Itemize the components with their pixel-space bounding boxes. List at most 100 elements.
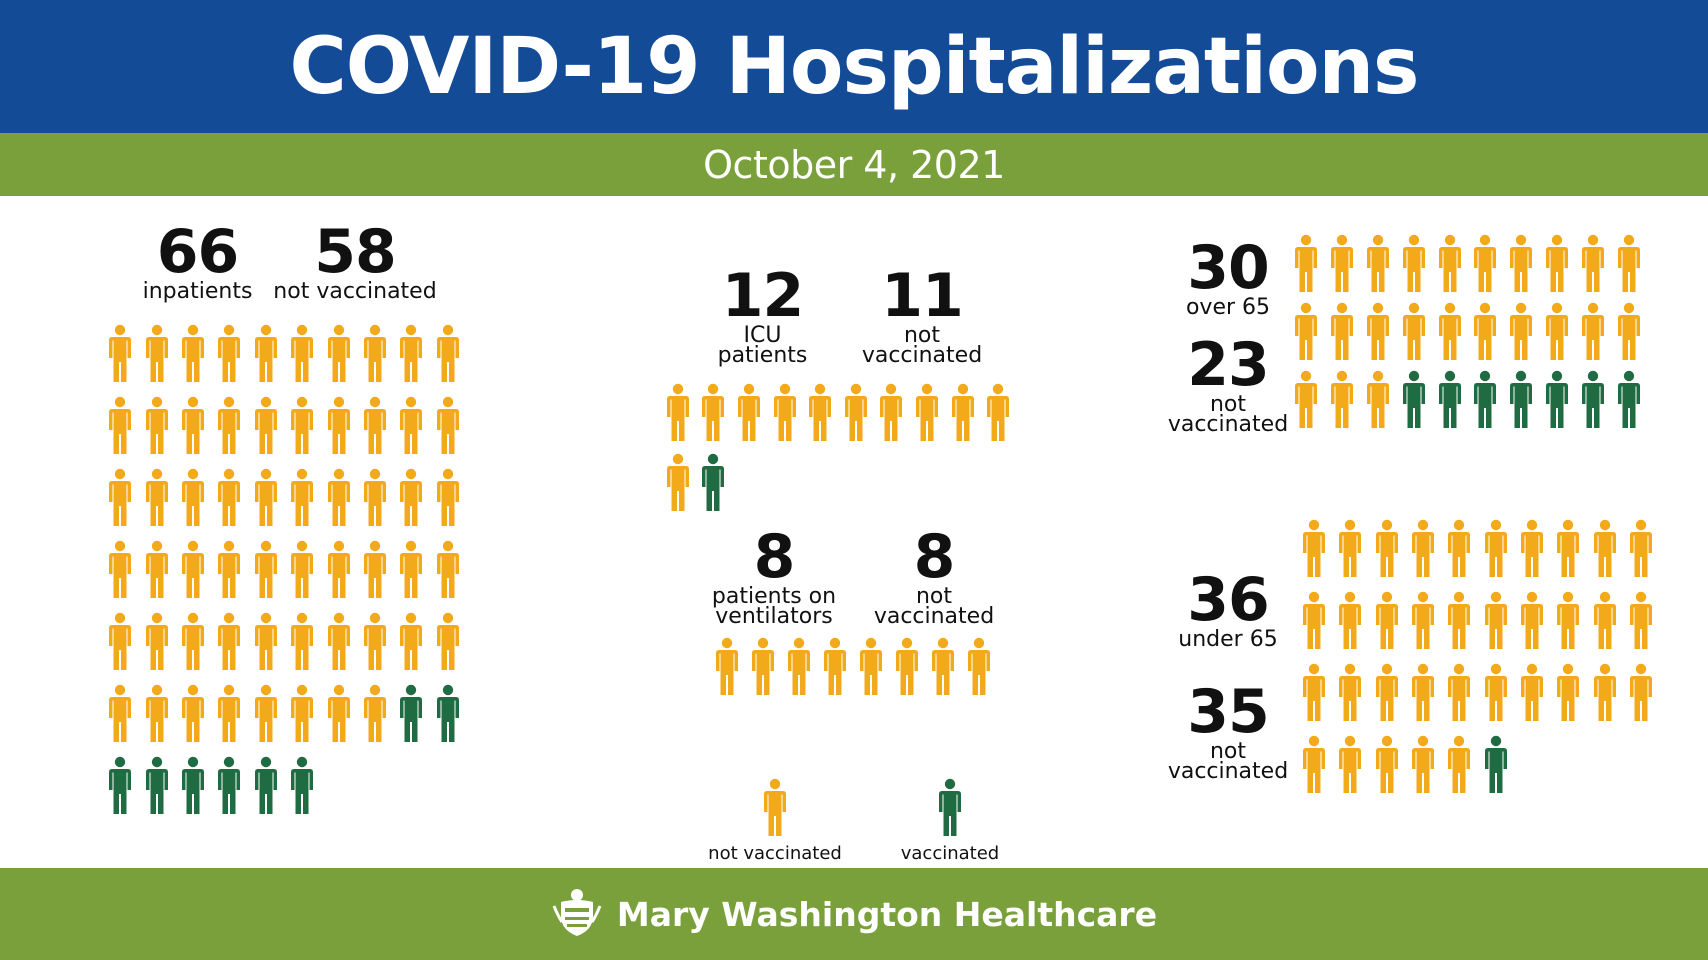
person-icon-vaccinated xyxy=(248,750,284,822)
person-icon-not-vaccinated xyxy=(1332,729,1368,801)
person-icon-not-vaccinated xyxy=(1405,729,1441,801)
person-icon-not-vaccinated xyxy=(1369,513,1405,585)
person-icon-not-vaccinated xyxy=(211,678,247,750)
person-icon-not-vaccinated xyxy=(102,462,138,534)
icu-not-vaccinated-label-2: vaccinated xyxy=(861,343,983,368)
person-icon-not-vaccinated xyxy=(211,534,247,606)
person-icon-not-vaccinated xyxy=(393,390,429,462)
crest-icon xyxy=(551,886,603,943)
person-icon-not-vaccinated xyxy=(1550,657,1586,729)
person-icon-vaccinated xyxy=(102,750,138,822)
person-icon-not-vaccinated xyxy=(1405,585,1441,657)
legend-not-vaccinated: not vaccinated xyxy=(700,778,850,864)
person-icon-not-vaccinated xyxy=(961,636,997,698)
ventilators-not-vaccinated-stat: 8 not vaccinated xyxy=(864,527,1004,628)
person-icon-vaccinated xyxy=(430,678,466,750)
icu-not-vaccinated-label-1: not xyxy=(903,323,941,348)
person-icon-not-vaccinated xyxy=(1332,585,1368,657)
organization-name: Mary Washington Healthcare xyxy=(616,894,1158,934)
person-icon-not-vaccinated xyxy=(320,462,356,534)
person-icon-not-vaccinated xyxy=(1288,366,1324,434)
inpatients-icon-grid xyxy=(102,318,466,822)
person-icon-not-vaccinated xyxy=(357,390,393,462)
person-icon-not-vaccinated xyxy=(1477,657,1513,729)
person-icon-vaccinated xyxy=(1432,366,1468,434)
person-icon-not-vaccinated xyxy=(211,606,247,678)
person-icon-not-vaccinated xyxy=(284,462,320,534)
person-icon-not-vaccinated xyxy=(1623,513,1659,585)
person-icon-not-vaccinated xyxy=(980,378,1016,448)
person-icon-not-vaccinated xyxy=(175,534,211,606)
person-icon-not-vaccinated xyxy=(320,606,356,678)
person-icon-not-vaccinated xyxy=(430,606,466,678)
person-icon-not-vaccinated xyxy=(1441,657,1477,729)
person-icon-not-vaccinated xyxy=(102,534,138,606)
person-icon-not-vaccinated xyxy=(1360,298,1396,366)
person-icon-not-vaccinated xyxy=(1477,513,1513,585)
person-icon-not-vaccinated xyxy=(1539,230,1575,298)
date-band: October 4, 2021 xyxy=(0,133,1708,196)
person-icon-not-vaccinated xyxy=(802,378,838,448)
person-icon-not-vaccinated xyxy=(1396,298,1432,366)
person-icon-vaccinated xyxy=(1396,366,1432,434)
person-icon-not-vaccinated xyxy=(357,606,393,678)
person-icon-vaccinated xyxy=(1467,366,1503,434)
person-icon-vaccinated xyxy=(696,448,732,518)
person-icon-not-vaccinated xyxy=(102,390,138,462)
person-icon-not-vaccinated xyxy=(284,678,320,750)
person-icon-not-vaccinated xyxy=(175,606,211,678)
over65-not-vaccinated-stat: 23 not vaccinated xyxy=(1160,335,1296,437)
person-icon-not-vaccinated xyxy=(1296,729,1332,801)
icu-total-label-1: ICU xyxy=(743,323,782,348)
person-icon-not-vaccinated xyxy=(1288,298,1324,366)
icu-not-vaccinated: 11 xyxy=(881,261,964,331)
under65-not-vaccinated-label-1: not xyxy=(1209,739,1247,764)
person-icon-not-vaccinated xyxy=(1586,657,1622,729)
inpatients-not-vaccinated-stat: 58 not vaccinated xyxy=(270,222,440,304)
person-icon-not-vaccinated xyxy=(889,636,925,698)
person-icon-not-vaccinated xyxy=(925,636,961,698)
person-icon-not-vaccinated xyxy=(1360,230,1396,298)
person-icon-not-vaccinated xyxy=(138,462,174,534)
person-icon-not-vaccinated xyxy=(1575,230,1611,298)
person-icon-not-vaccinated xyxy=(357,678,393,750)
person-icon-not-vaccinated xyxy=(211,318,247,390)
over65-not-vaccinated-label-1: not xyxy=(1209,392,1247,417)
over65-total: 30 xyxy=(1187,233,1270,303)
person-icon-vaccinated xyxy=(284,750,320,822)
under65-not-vaccinated-label-2: vaccinated xyxy=(1167,759,1289,784)
person-icon-not-vaccinated xyxy=(1550,513,1586,585)
person-icon-not-vaccinated xyxy=(838,378,874,448)
under65-icon-grid xyxy=(1296,513,1659,801)
person-icon-not-vaccinated xyxy=(1477,585,1513,657)
under65-not-vaccinated-stat: 35 not vaccinated xyxy=(1160,677,1296,784)
person-icon-not-vaccinated xyxy=(1623,657,1659,729)
person-icon-not-vaccinated xyxy=(393,462,429,534)
person-icon-not-vaccinated xyxy=(1324,230,1360,298)
person-icon-not-vaccinated xyxy=(393,318,429,390)
person-icon-not-vaccinated xyxy=(909,378,945,448)
person-icon-not-vaccinated xyxy=(1405,513,1441,585)
person-icon-not-vaccinated xyxy=(1432,298,1468,366)
ventilators-total-stat: 8 patients on ventilators xyxy=(700,527,848,628)
person-icon-vaccinated xyxy=(138,750,174,822)
person-icon-not-vaccinated xyxy=(320,390,356,462)
person-icon-not-vaccinated xyxy=(430,318,466,390)
person-icon-not-vaccinated xyxy=(700,778,850,838)
person-icon-not-vaccinated xyxy=(1324,366,1360,434)
person-icon-not-vaccinated xyxy=(430,390,466,462)
person-icon-vaccinated xyxy=(1477,729,1513,801)
person-icon-not-vaccinated xyxy=(357,534,393,606)
over65-icon-grid xyxy=(1288,230,1647,434)
person-icon-not-vaccinated xyxy=(284,390,320,462)
person-icon-not-vaccinated xyxy=(1369,729,1405,801)
person-icon-not-vaccinated xyxy=(696,378,732,448)
over65-not-vaccinated-label-2: vaccinated xyxy=(1167,412,1289,437)
under65-not-vaccinated: 35 xyxy=(1187,677,1270,747)
legend-vaccinated-label: vaccinated xyxy=(900,843,1000,864)
person-icon-vaccinated xyxy=(1503,366,1539,434)
inpatients-not-vaccinated-label: not vaccinated xyxy=(273,279,437,304)
inpatients-total: 66 xyxy=(156,217,240,287)
person-icon-not-vaccinated xyxy=(138,534,174,606)
ventilators-not-vaccinated-label-1: not xyxy=(915,584,953,609)
